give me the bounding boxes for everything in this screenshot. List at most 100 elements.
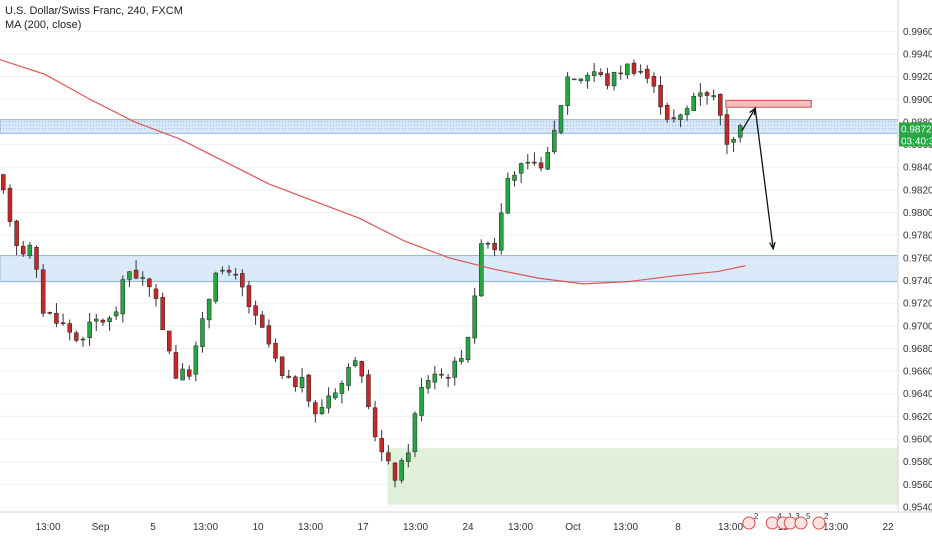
candle-body: [698, 92, 703, 97]
candle-body: [731, 139, 736, 143]
candle-body: [525, 161, 531, 164]
candle-body: [406, 452, 411, 462]
time-tick-label: 13:00: [193, 522, 218, 533]
candle-body: [20, 245, 26, 255]
candle-body: [412, 413, 418, 453]
candle-body: [7, 187, 13, 222]
candle-body: [691, 95, 696, 111]
candle-body: [558, 105, 564, 133]
candle-body: [27, 244, 33, 257]
candle-body: [233, 273, 238, 276]
time-tick-label: 13:00: [823, 522, 848, 533]
candle-body: [67, 323, 72, 333]
arrow-head-up: [749, 106, 757, 116]
economic-event-icon[interactable]: [812, 516, 826, 530]
candle-body: [253, 305, 258, 316]
candle-body: [80, 338, 86, 341]
candle-body: [54, 313, 59, 324]
time-tick-label: 13:00: [718, 522, 743, 533]
candle-body: [167, 330, 172, 352]
time-tick-label: 13:00: [508, 522, 533, 533]
candle-body: [658, 85, 663, 108]
candle-body: [206, 298, 212, 321]
time-tick-label: 8: [675, 522, 681, 533]
candle-body: [565, 76, 570, 106]
candle-body: [618, 72, 623, 75]
economic-event-icon[interactable]: [742, 516, 756, 530]
candle-body: [339, 383, 345, 394]
candle-body: [492, 242, 497, 251]
time-tick-label: 5: [150, 522, 156, 533]
time-tick-label: 13:00: [35, 522, 60, 533]
candle-body: [605, 73, 610, 86]
candle-body: [120, 279, 126, 315]
economic-event-icon[interactable]: [794, 516, 808, 530]
time-tick-label: 13:00: [403, 522, 428, 533]
candle-body: [107, 317, 112, 322]
zone-supply-red[interactable]: [725, 99, 812, 108]
candle-body: [591, 71, 597, 76]
candle-body: [74, 332, 79, 341]
candle-body: [585, 74, 590, 82]
candle-body: [711, 95, 716, 98]
candle-body: [306, 374, 311, 402]
time-tick-label: 10: [252, 522, 264, 533]
economic-event-count: 1: [788, 512, 793, 521]
chart-header: U.S. Dollar/Swiss Franc, 240, FXCM MA (2…: [5, 4, 183, 32]
candle-body: [173, 352, 179, 379]
candle-body: [552, 130, 557, 153]
candle-body: [625, 63, 630, 76]
candle-body: [572, 78, 577, 81]
candle-body: [240, 273, 245, 288]
zone-support-blue-middle[interactable]: [0, 255, 899, 283]
economic-event-count: 2: [824, 512, 829, 521]
last-price-badge: [899, 122, 932, 135]
candle-body: [40, 269, 46, 314]
indicator-label: MA (200, close): [5, 19, 82, 31]
candle-body: [445, 377, 451, 379]
candle-body: [505, 178, 511, 214]
economic-event-count: 5: [806, 512, 811, 521]
candle-body: [60, 322, 66, 325]
candle-body: [439, 373, 444, 376]
candle-body: [718, 93, 723, 116]
candle-body: [34, 247, 39, 270]
last-price-label: 0.98725: [901, 124, 932, 135]
candle-body: [326, 395, 331, 409]
candle-body: [352, 360, 358, 367]
candle-body: [346, 367, 351, 386]
countdown-badge: [899, 134, 932, 147]
candle-body: [313, 402, 318, 415]
candle-body: [319, 406, 325, 414]
candle-body: [366, 374, 371, 408]
candle-body: [498, 212, 504, 251]
candle-body: [160, 297, 165, 331]
candle-body: [399, 460, 404, 481]
candle-body: [279, 356, 285, 376]
candle-body: [100, 319, 106, 323]
candle-body: [213, 272, 219, 302]
candle-body: [631, 62, 637, 74]
candle-body: [94, 318, 99, 322]
zone-demand-green[interactable]: [387, 448, 898, 505]
candle-body: [392, 462, 398, 481]
candle-body: [133, 269, 139, 279]
candle-body: [664, 105, 670, 120]
candle-body: [226, 269, 232, 273]
candle-body: [153, 288, 159, 299]
candle-body: [193, 345, 199, 375]
